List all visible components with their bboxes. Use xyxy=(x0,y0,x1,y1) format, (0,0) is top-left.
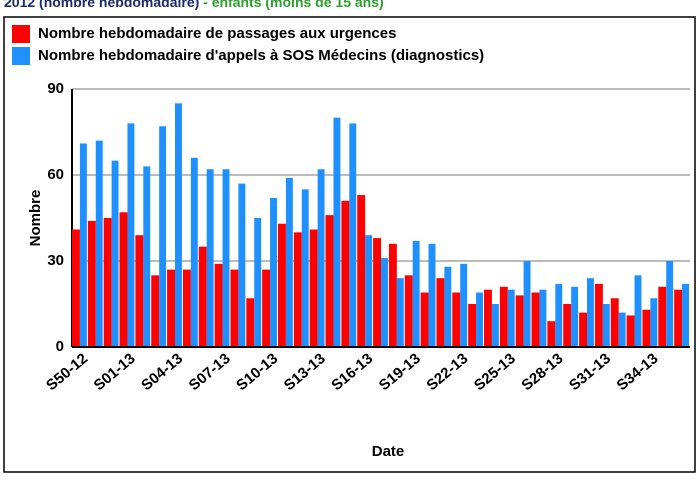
x-axis-label: Date xyxy=(372,443,405,460)
bar xyxy=(634,275,642,347)
bar xyxy=(103,218,112,347)
bar xyxy=(610,298,619,347)
bar xyxy=(238,183,246,347)
y-axis-label: Nombre xyxy=(27,190,44,247)
legend-swatch xyxy=(12,25,30,43)
y-tick-label: 90 xyxy=(47,80,64,97)
bar xyxy=(658,286,667,347)
bar xyxy=(539,289,547,347)
bar xyxy=(95,140,103,347)
bar xyxy=(151,275,160,347)
y-tick-label: 30 xyxy=(47,252,64,269)
bar xyxy=(396,278,404,347)
bar xyxy=(254,218,262,347)
bar xyxy=(293,232,302,347)
y-tick-label: 60 xyxy=(47,166,64,183)
bar xyxy=(270,197,277,347)
bar xyxy=(428,243,436,347)
bar xyxy=(491,304,499,347)
bar xyxy=(531,292,540,347)
bar xyxy=(175,103,182,347)
bar xyxy=(420,292,429,347)
bar xyxy=(135,235,144,347)
y-tick-label: 0 xyxy=(56,338,64,355)
bar xyxy=(87,220,96,347)
bar xyxy=(262,269,271,347)
bar xyxy=(317,169,325,347)
legend-label: Nombre hebdomadaire d'appels à SOS Médec… xyxy=(38,47,484,64)
bar xyxy=(594,283,603,347)
bar xyxy=(642,309,651,347)
bar xyxy=(278,223,286,347)
bar xyxy=(468,304,477,347)
bar xyxy=(436,278,445,347)
bar xyxy=(523,261,531,347)
bar xyxy=(159,126,167,348)
legend-swatch xyxy=(12,47,30,65)
bar xyxy=(222,169,230,347)
bar xyxy=(325,215,334,347)
bar xyxy=(484,289,492,347)
bar xyxy=(190,157,198,347)
bar xyxy=(555,283,563,347)
bar xyxy=(230,269,239,347)
legend-label: Nombre hebdomadaire de passages aux urge… xyxy=(38,25,396,42)
bar xyxy=(476,292,483,347)
bar xyxy=(167,269,175,347)
bar xyxy=(674,289,683,347)
bar xyxy=(143,166,151,347)
bar xyxy=(460,263,468,347)
bar xyxy=(650,298,658,347)
bar xyxy=(373,238,381,347)
bar xyxy=(198,246,207,347)
bar xyxy=(333,117,341,348)
bar xyxy=(547,321,556,347)
bar xyxy=(452,292,461,347)
bar xyxy=(388,243,397,347)
bar xyxy=(571,286,579,347)
chart-title: 2012 (nombre hebdomadaire) - enfants (mo… xyxy=(4,0,384,10)
bar xyxy=(301,189,309,347)
bar xyxy=(365,235,373,347)
bar xyxy=(182,269,191,347)
bar xyxy=(79,143,87,347)
bar xyxy=(349,123,357,348)
bar xyxy=(119,212,128,347)
bar xyxy=(309,229,318,347)
bar xyxy=(404,275,413,347)
bar xyxy=(412,240,420,347)
bar xyxy=(507,289,515,347)
bar xyxy=(563,304,572,347)
bar xyxy=(72,229,80,347)
bar xyxy=(682,283,689,347)
bar xyxy=(587,278,594,347)
bar xyxy=(444,266,452,347)
bar xyxy=(499,286,508,347)
bar xyxy=(111,160,119,347)
title: 2012 (nombre hebdomadaire) xyxy=(4,0,199,10)
bar xyxy=(206,169,214,347)
bar xyxy=(666,261,674,347)
bar xyxy=(626,315,635,347)
subtitle: - enfants (moins de 15 ans) xyxy=(203,0,383,10)
bar xyxy=(214,263,223,347)
bar xyxy=(341,200,350,347)
bar xyxy=(579,312,587,347)
bar xyxy=(246,298,255,347)
bar xyxy=(127,123,135,348)
bar xyxy=(515,295,524,347)
bar xyxy=(285,177,293,347)
bar xyxy=(357,195,366,347)
bar xyxy=(381,258,388,347)
bar xyxy=(602,304,610,347)
bar xyxy=(618,312,626,347)
